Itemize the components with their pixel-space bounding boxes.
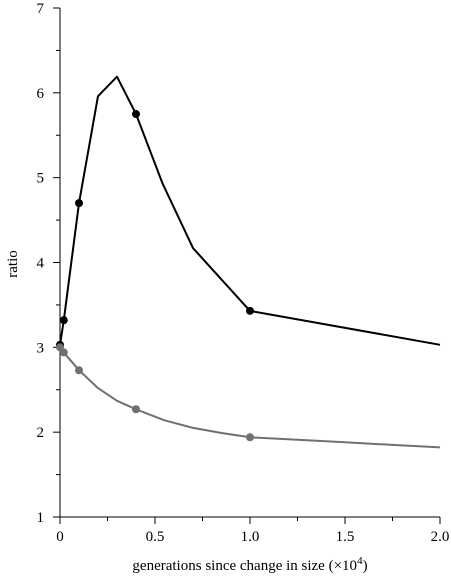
y-tick-label: 2 (37, 425, 45, 441)
x-axis-label-main: generations since change in size (×10 (132, 558, 357, 574)
x-tick-label: 0.5 (146, 529, 165, 545)
y-axis: 1 2 3 4 5 6 7 (37, 1, 61, 526)
x-tick-label: 1.0 (241, 529, 260, 545)
series-2-point (75, 366, 83, 375)
x-tick-label: 1.5 (336, 529, 355, 545)
y-tick-label: 3 (37, 340, 45, 356)
series-2-line (59, 346, 441, 449)
x-axis: 0 0.5 1.0 1.5 2.0 (56, 516, 450, 545)
series-1-point (59, 316, 68, 325)
x-axis-label: generations since change in size (×104) (132, 555, 367, 574)
x-tick-label: 2.0 (431, 529, 450, 545)
series-1-point (132, 110, 140, 119)
series-layer (56, 75, 441, 449)
series-2-point (59, 348, 68, 357)
y-tick-label: 7 (37, 1, 45, 17)
series-2-point (246, 433, 254, 442)
y-tick-label: 5 (37, 171, 45, 187)
series-1-line (59, 75, 441, 346)
y-tick-label: 4 (37, 256, 45, 272)
x-axis-label-exponent: 4 (357, 555, 363, 567)
y-axis-label: ratio (5, 250, 21, 278)
y-tick-label: 1 (37, 510, 45, 526)
y-tick-label: 6 (37, 86, 45, 102)
series-2-point (132, 405, 140, 414)
series-1-point (75, 199, 83, 208)
series-1-point (246, 306, 254, 315)
x-axis-label-close: ) (363, 558, 368, 574)
x-tick-label: 0 (56, 529, 64, 545)
